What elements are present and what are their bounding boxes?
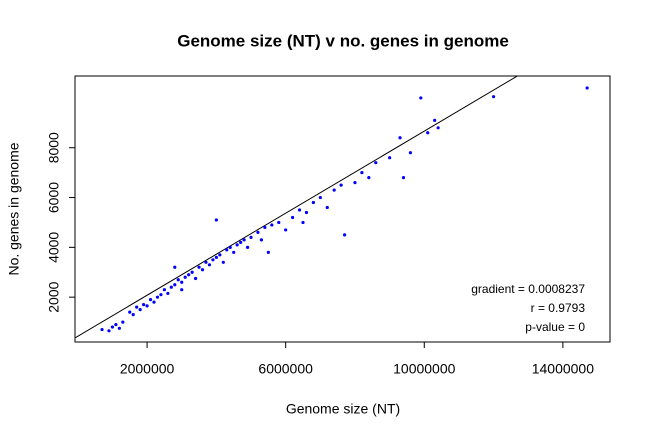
point	[232, 250, 236, 254]
point	[155, 295, 160, 299]
y-tick-label: 8000	[46, 132, 62, 163]
point	[360, 171, 364, 175]
annotation: p-value = 0	[525, 320, 585, 334]
point	[242, 238, 246, 242]
point	[284, 228, 288, 232]
point	[325, 205, 329, 210]
point	[332, 188, 336, 192]
point	[436, 126, 440, 130]
point	[388, 156, 392, 160]
point	[266, 250, 270, 254]
point	[297, 208, 302, 212]
point	[277, 220, 281, 225]
point	[249, 235, 253, 239]
point	[367, 176, 371, 180]
point	[162, 288, 166, 292]
point	[187, 273, 191, 277]
point	[301, 220, 305, 225]
point	[193, 276, 198, 281]
point	[180, 280, 184, 284]
point	[166, 291, 170, 296]
point	[110, 325, 115, 329]
point	[180, 288, 184, 292]
point	[100, 327, 104, 332]
annotation: r = 0.9793	[531, 301, 586, 315]
point	[585, 86, 589, 90]
point	[433, 118, 437, 122]
point	[256, 230, 260, 235]
point	[342, 233, 347, 237]
y-axis-label: No. genes in genome	[6, 142, 22, 275]
point	[211, 258, 215, 262]
point	[145, 304, 149, 308]
point	[311, 200, 315, 205]
point	[148, 298, 153, 302]
x-axis-label: Genome size (NT)	[286, 401, 400, 417]
point	[291, 215, 295, 220]
point	[135, 305, 139, 309]
point	[419, 96, 423, 100]
point	[200, 268, 205, 272]
point	[221, 260, 225, 264]
point	[374, 161, 378, 165]
point	[353, 180, 357, 185]
point	[169, 285, 173, 289]
point	[107, 329, 111, 333]
point	[117, 326, 121, 330]
point	[204, 260, 208, 264]
point	[131, 313, 135, 317]
point	[121, 320, 125, 324]
point	[173, 265, 177, 269]
y-tick-label: 2000	[46, 281, 62, 312]
point	[239, 240, 243, 244]
point	[159, 293, 163, 297]
point	[138, 308, 142, 312]
point	[398, 136, 402, 140]
point	[228, 245, 232, 249]
point	[245, 245, 250, 249]
trend-line	[75, 76, 519, 339]
point	[214, 255, 218, 259]
point	[270, 223, 274, 227]
y-tick-label: 6000	[46, 182, 62, 213]
point	[225, 248, 229, 252]
chart-title: Genome size (NT) v no. genes in genome	[177, 31, 509, 50]
point	[218, 253, 222, 257]
y-tick-label: 4000	[46, 232, 62, 263]
point	[339, 183, 343, 187]
x-tick-label: 6000000	[258, 361, 313, 377]
point	[259, 238, 264, 242]
point	[114, 322, 118, 327]
x-tick-label: 2000000	[120, 361, 175, 377]
point	[318, 195, 322, 200]
point	[304, 210, 309, 215]
point	[491, 95, 496, 99]
annotation: gradient = 0.0008237	[471, 282, 585, 296]
point	[235, 243, 239, 247]
x-tick-label: 10000000	[393, 361, 456, 377]
point	[190, 270, 194, 274]
point	[197, 265, 201, 269]
point	[207, 263, 212, 267]
point	[152, 300, 156, 304]
point	[128, 310, 132, 314]
point	[142, 303, 146, 307]
point	[176, 278, 180, 282]
point	[263, 225, 267, 230]
point	[426, 131, 430, 135]
point	[173, 283, 177, 287]
point	[214, 218, 218, 222]
x-tick-label: 14000000	[532, 361, 595, 377]
point	[401, 176, 406, 180]
point	[408, 151, 413, 155]
plot-frame	[74, 75, 611, 343]
point	[183, 275, 187, 279]
